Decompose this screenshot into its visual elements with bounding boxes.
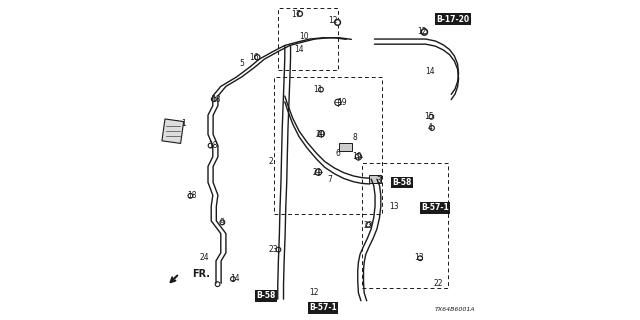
Circle shape	[231, 277, 236, 281]
Circle shape	[431, 127, 433, 129]
Circle shape	[421, 29, 428, 35]
Circle shape	[367, 223, 369, 226]
Bar	[369, 175, 381, 183]
Text: 15: 15	[424, 112, 434, 121]
Text: 20: 20	[315, 130, 325, 139]
Text: B-57-1: B-57-1	[421, 204, 449, 212]
Text: 9: 9	[220, 218, 225, 227]
Text: 18: 18	[211, 95, 221, 104]
Circle shape	[299, 12, 301, 15]
Circle shape	[335, 20, 340, 25]
Text: 3: 3	[377, 176, 381, 185]
Text: B-57-1: B-57-1	[309, 303, 337, 312]
Text: 4: 4	[428, 124, 433, 132]
Circle shape	[256, 56, 259, 59]
Text: 7: 7	[327, 175, 332, 184]
Circle shape	[188, 194, 193, 198]
Circle shape	[430, 126, 435, 130]
Text: 21: 21	[312, 168, 321, 177]
Text: 18: 18	[208, 141, 218, 150]
Circle shape	[366, 222, 371, 227]
Text: TX64B6001A: TX64B6001A	[435, 307, 475, 312]
Text: FR.: FR.	[192, 268, 210, 279]
Text: 23: 23	[269, 245, 278, 254]
Text: 19: 19	[352, 152, 362, 161]
Text: 22: 22	[434, 279, 443, 288]
Bar	[339, 142, 352, 150]
Circle shape	[189, 195, 191, 197]
Circle shape	[221, 221, 223, 223]
Circle shape	[212, 98, 215, 100]
Circle shape	[211, 97, 216, 101]
Text: 11: 11	[314, 85, 323, 94]
Text: 14: 14	[230, 274, 240, 283]
Circle shape	[255, 55, 260, 60]
Text: 12: 12	[309, 288, 318, 297]
Circle shape	[208, 143, 212, 148]
Text: 23: 23	[363, 221, 373, 230]
Text: 13: 13	[414, 253, 424, 262]
Circle shape	[209, 144, 212, 147]
Circle shape	[216, 283, 219, 285]
Circle shape	[215, 282, 220, 286]
Circle shape	[232, 278, 234, 280]
Bar	[278, 8, 338, 70]
Circle shape	[276, 247, 280, 252]
Text: 2: 2	[268, 157, 273, 166]
Text: B-58: B-58	[392, 178, 412, 187]
Text: 16: 16	[250, 53, 259, 62]
Circle shape	[336, 21, 339, 24]
Text: 19: 19	[337, 98, 348, 107]
Text: 17: 17	[291, 10, 301, 19]
Circle shape	[419, 257, 421, 259]
Text: 12: 12	[418, 28, 427, 36]
Circle shape	[220, 220, 225, 225]
Text: 6: 6	[335, 149, 340, 158]
Text: 14: 14	[426, 68, 435, 76]
Text: 8: 8	[353, 133, 358, 142]
Circle shape	[418, 256, 422, 260]
Circle shape	[319, 87, 323, 92]
Circle shape	[430, 116, 433, 118]
Circle shape	[277, 248, 280, 251]
Text: 1: 1	[182, 119, 186, 128]
Text: 18: 18	[188, 191, 196, 200]
Text: 14: 14	[294, 45, 304, 54]
Text: 10: 10	[299, 32, 309, 41]
Text: 13: 13	[388, 202, 399, 211]
Bar	[362, 163, 448, 288]
Circle shape	[422, 30, 426, 34]
Text: 5: 5	[239, 60, 244, 68]
Bar	[274, 77, 383, 214]
FancyBboxPatch shape	[162, 119, 184, 143]
Text: B-58: B-58	[256, 292, 275, 300]
Circle shape	[320, 88, 322, 91]
Text: 12: 12	[328, 16, 337, 25]
Text: B-17-20: B-17-20	[436, 15, 469, 24]
Circle shape	[429, 115, 434, 119]
Text: 24: 24	[200, 253, 210, 262]
Circle shape	[298, 11, 303, 16]
